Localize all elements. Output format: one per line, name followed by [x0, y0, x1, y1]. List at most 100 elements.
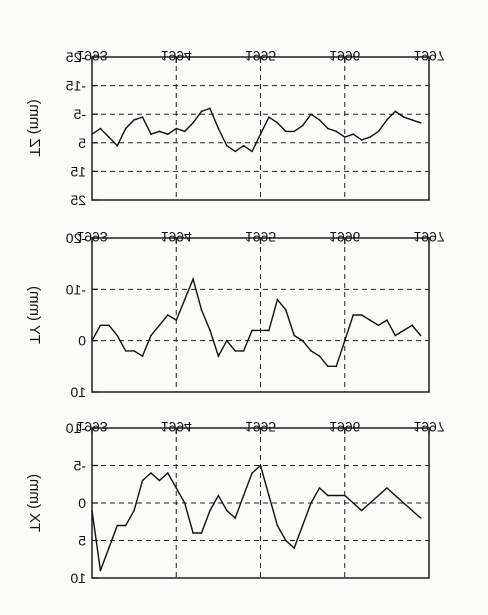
data-point-tz-18: [242, 144, 245, 147]
data-point-ty-24: [293, 334, 296, 337]
y-tick-label-ty-2: 0: [78, 333, 86, 349]
data-point-tz-20: [259, 133, 262, 136]
series-line-ty: [91, 276, 422, 367]
data-point-tx-31: [352, 502, 354, 504]
data-point-tz-6: [141, 116, 144, 118]
data-point-ty-29: [335, 365, 338, 368]
y-tick-label-ty-1: -10: [66, 281, 86, 297]
panel-tx: -10 -5 0 5 10 1993 1994 1995 1996 1997 TX (mm): [26, 419, 445, 586]
y-tick-label-ty-3: 10: [70, 384, 86, 400]
data-point-tz-28: [327, 127, 329, 130]
data-point-ty-9: [167, 314, 169, 316]
data-point-tx-8: [158, 479, 161, 482]
data-point-tz-7: [150, 133, 152, 136]
data-point-tx-32: [360, 509, 363, 512]
data-point-ty-18: [242, 350, 245, 352]
grid-tx: [92, 428, 429, 578]
data-point-tz-34: [377, 130, 380, 133]
data-point-tx-39: [419, 517, 422, 519]
data-point-ty-27: [318, 355, 321, 357]
data-point-tz-36: [394, 110, 397, 113]
data-point-ty-15: [217, 355, 220, 357]
y-tick-label-tz-3: 5: [78, 135, 86, 151]
data-point-tx-7: [150, 472, 152, 474]
data-point-tx-33: [369, 502, 371, 504]
data-point-tx-2: [108, 547, 110, 549]
data-point-tz-23: [284, 130, 287, 133]
data-point-ty-39: [419, 334, 422, 337]
y-axis-label-tz: TZ (mm): [26, 99, 43, 156]
y-tick-label-tz-5: 25: [70, 192, 86, 208]
data-point-tz-1: [99, 127, 102, 130]
data-point-tx-18: [242, 494, 245, 497]
data-point-tx-23: [284, 539, 287, 542]
y-tick-label-tz-0: -25: [66, 49, 86, 65]
data-point-tx-14: [209, 509, 211, 512]
data-point-ty-22: [276, 298, 279, 301]
data-point-tz-14: [209, 107, 211, 110]
data-point-tx-19: [251, 472, 253, 474]
data-point-tx-13: [200, 532, 203, 534]
y-tick-label-tz-2: -5: [73, 106, 86, 122]
y-tick-label-tz-4: 15: [70, 163, 86, 179]
data-point-tx-35: [386, 487, 388, 489]
y-axis-label-tx: TX (mm): [26, 474, 43, 532]
data-point-tz-25: [301, 124, 304, 127]
x-tick-label-ty-4: 1997: [413, 229, 444, 245]
data-point-tz-37: [402, 116, 405, 118]
x-tick-label-tx-3: 1996: [329, 419, 360, 435]
ticks-ty: -20 -10 0 10 1993 1994 1995 1996 1997: [66, 229, 445, 400]
data-point-tz-2: [108, 136, 110, 138]
data-point-tx-16: [226, 509, 228, 512]
x-tick-label-tz-0: 1993: [76, 48, 107, 64]
data-point-tz-19: [251, 150, 253, 153]
data-point-ty-34: [377, 324, 380, 327]
y-tick-label-tx-3: 5: [78, 533, 86, 549]
data-point-ty-5: [133, 350, 135, 352]
y-axis-label-ty: TY (mm): [26, 286, 43, 344]
x-tick-label-ty-2: 1995: [245, 229, 276, 245]
data-point-tz-32: [360, 139, 363, 141]
series-line-tz: [91, 107, 421, 153]
y-tick-label-tx-1: -5: [73, 458, 86, 474]
data-point-ty-21: [268, 329, 270, 332]
x-tick-label-tz-2: 1995: [245, 48, 276, 64]
data-point-tx-34: [377, 494, 380, 497]
y-tick-label-tx-0: -10: [66, 420, 86, 436]
data-point-tx-20: [259, 464, 262, 467]
series-line-tx: [91, 464, 422, 571]
data-point-tz-16: [226, 144, 228, 147]
data-point-ty-36: [394, 334, 397, 337]
data-point-tx-21: [268, 494, 270, 497]
data-point-tx-22: [276, 524, 279, 527]
data-point-tx-10: [175, 487, 178, 489]
data-point-tz-22: [276, 121, 279, 124]
data-point-tz-33: [369, 136, 371, 138]
data-point-ty-26: [310, 350, 312, 352]
data-point-tz-26: [310, 113, 312, 115]
data-point-tx-3: [116, 524, 119, 527]
y-tick-label-ty-0: -20: [66, 230, 86, 246]
data-point-tx-27: [318, 487, 321, 489]
y-tick-label-tx-2: 0: [78, 495, 86, 511]
data-point-ty-28: [327, 365, 329, 368]
data-point-tx-26: [310, 502, 312, 504]
ticks-tz: -25 -15 -5 5 15 25 1993 1994 1995 1996 1997: [66, 48, 445, 208]
data-point-tx-29: [335, 494, 338, 497]
x-tick-label-tx-0: 1993: [76, 419, 107, 435]
data-point-tz-31: [352, 133, 354, 136]
data-point-tz-0: [91, 133, 93, 136]
data-point-ty-17: [234, 350, 237, 352]
data-point-ty-13: [200, 309, 203, 311]
data-point-ty-8: [158, 324, 161, 327]
data-point-tx-0: [91, 509, 93, 512]
data-point-tx-30: [343, 494, 346, 497]
data-point-tx-9: [167, 472, 169, 474]
data-point-ty-37: [402, 329, 405, 332]
data-point-tz-3: [116, 144, 119, 147]
x-tick-label-tx-2: 1995: [245, 419, 276, 435]
data-point-tz-39: [419, 121, 422, 124]
data-point-ty-31: [352, 314, 354, 316]
data-point-tz-11: [183, 130, 186, 133]
y-tick-label-tx-4: 10: [70, 570, 86, 586]
